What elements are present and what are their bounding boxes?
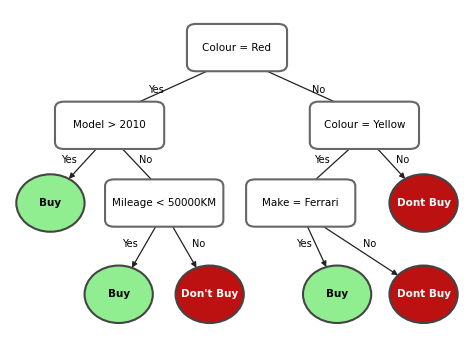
Text: Yes: Yes [62,155,77,165]
Ellipse shape [303,265,371,323]
FancyBboxPatch shape [310,102,419,149]
Text: Don't Buy: Don't Buy [181,289,238,299]
Text: Yes: Yes [296,239,311,249]
Text: Mileage < 50000KM: Mileage < 50000KM [112,198,216,208]
Ellipse shape [16,174,84,232]
Text: Colour = Red: Colour = Red [202,43,272,52]
Text: Buy: Buy [326,289,348,299]
Text: Yes: Yes [122,239,138,249]
Text: Buy: Buy [108,289,130,299]
FancyBboxPatch shape [55,102,164,149]
Text: Yes: Yes [148,85,164,95]
Ellipse shape [84,265,153,323]
Ellipse shape [175,265,244,323]
Ellipse shape [390,174,458,232]
FancyBboxPatch shape [187,24,287,71]
Text: No: No [396,155,409,165]
Text: Model > 2010: Model > 2010 [73,120,146,130]
FancyBboxPatch shape [246,180,356,227]
Text: Colour = Yellow: Colour = Yellow [324,120,405,130]
Text: No: No [312,85,325,95]
Text: No: No [191,239,205,249]
FancyBboxPatch shape [105,180,223,227]
Text: Make = Ferrari: Make = Ferrari [263,198,339,208]
Text: No: No [139,155,152,165]
Text: Dont Buy: Dont Buy [397,289,451,299]
Text: Yes: Yes [314,155,330,165]
Ellipse shape [390,265,458,323]
Text: Dont Buy: Dont Buy [397,198,451,208]
Text: No: No [363,239,376,249]
Text: Buy: Buy [39,198,62,208]
